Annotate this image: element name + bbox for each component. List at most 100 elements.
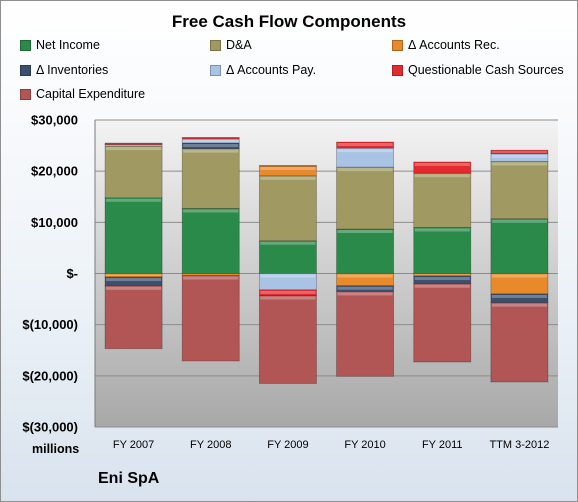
- legend-label: Questionable Cash Sources: [408, 63, 564, 77]
- bar-highlight: [183, 209, 239, 213]
- bar-segment: [104, 145, 163, 199]
- bar-segment: [413, 161, 472, 174]
- legend-swatch: [20, 88, 31, 100]
- legend-item-accounts-pay: Δ Accounts Pay.: [210, 63, 316, 77]
- legend-item-da: D&A: [210, 38, 252, 52]
- bar-segment: [336, 166, 395, 230]
- legend-item-questionable-cash: Questionable Cash Sources: [392, 63, 564, 77]
- legend-swatch: [20, 64, 31, 76]
- bar-segment: [490, 218, 549, 274]
- bar-highlight: [106, 274, 162, 277]
- bar-highlight: [337, 229, 393, 233]
- x-tick-label: FY 2007: [113, 439, 154, 451]
- bar-highlight: [337, 149, 393, 153]
- bar-segment: [104, 142, 163, 145]
- bar-segment: [104, 197, 163, 274]
- legend-item-capex: Capital Expenditure: [20, 87, 145, 101]
- legend-item-accounts-rec: Δ Accounts Rec.: [392, 38, 500, 52]
- bar-segment: [490, 302, 549, 383]
- bar-highlight: [491, 162, 547, 166]
- legend-swatch: [210, 64, 221, 76]
- bar-highlight: [260, 176, 316, 180]
- bar-highlight: [260, 241, 316, 245]
- bar-segment: [258, 165, 317, 167]
- bar-highlight: [106, 147, 162, 151]
- bar-highlight: [183, 149, 239, 153]
- bar-highlight: [414, 284, 470, 288]
- bar-highlight: [260, 167, 316, 171]
- x-tick-label: FY 2008: [190, 439, 231, 451]
- bar-segment: [413, 227, 472, 274]
- legend-swatch: [20, 39, 31, 51]
- bar-segment: [490, 161, 549, 220]
- bar-highlight: [106, 286, 162, 290]
- bar-highlight: [106, 278, 162, 282]
- bar-highlight: [183, 139, 239, 143]
- bar-highlight: [337, 168, 393, 172]
- bar-segment: [413, 283, 472, 363]
- bar-highlight: [260, 296, 316, 300]
- y-tick-label: $30,000: [31, 113, 78, 128]
- y-tick-label: $10,000: [31, 215, 78, 230]
- legend-label: Δ Accounts Pay.: [226, 63, 317, 77]
- bar-highlight: [491, 274, 547, 278]
- bar-segment: [258, 289, 317, 296]
- bar-highlight: [337, 292, 393, 296]
- legend-item-net-income: Net Income: [20, 38, 100, 52]
- y-tick-label: $(20,000): [22, 368, 78, 383]
- bar-segment: [258, 295, 317, 384]
- bar-segment: [413, 275, 472, 285]
- legend-swatch: [392, 39, 403, 51]
- company-name: Eni SpA: [98, 470, 160, 487]
- bar-segment: [336, 141, 395, 149]
- bar-segment: [258, 175, 317, 242]
- y-tick-label: $-: [66, 266, 78, 281]
- bar-highlight: [337, 286, 393, 290]
- bar-highlight: [414, 277, 470, 281]
- y-tick-label: $(30,000): [22, 420, 78, 435]
- bar-highlight: [491, 294, 547, 298]
- x-tick-label: TTM 3-2012: [489, 439, 549, 451]
- x-tick-label: FY 2010: [344, 439, 385, 451]
- bar-segment: [336, 291, 395, 377]
- bar-highlight: [414, 162, 470, 166]
- bar-segment: [181, 208, 240, 274]
- bar-segment: [181, 275, 240, 362]
- bar-highlight: [491, 151, 547, 153]
- bar-highlight: [106, 198, 162, 202]
- bar-highlight: [337, 143, 393, 147]
- bar-segment: [181, 136, 240, 140]
- bar-highlight: [183, 144, 239, 148]
- y-tick-label: $(10,000): [22, 317, 78, 332]
- legend-label: Δ Inventories: [36, 63, 109, 77]
- bar-segment: [258, 240, 317, 274]
- bar-highlight: [414, 274, 470, 276]
- bar-segment: [413, 172, 472, 228]
- bar-highlight: [414, 174, 470, 178]
- chart-title: Free Cash Flow Components: [171, 12, 407, 31]
- legend-item-inventories: Δ Inventories: [20, 63, 108, 77]
- bar-highlight: [183, 276, 239, 280]
- bar-highlight: [260, 274, 316, 278]
- bar-highlight: [491, 219, 547, 223]
- legend-label: Δ Accounts Rec.: [408, 38, 500, 52]
- y-tick-label: $20,000: [31, 164, 78, 179]
- x-tick-label: FY 2011: [422, 439, 463, 451]
- bar-highlight: [491, 303, 547, 307]
- bar-highlight: [414, 228, 470, 232]
- bar-segment: [104, 285, 163, 350]
- legend-label: D&A: [226, 38, 252, 52]
- legend-swatch: [392, 64, 403, 76]
- units-label: millions: [32, 442, 80, 456]
- bar-segment: [181, 148, 240, 209]
- legend-label: Capital Expenditure: [36, 87, 146, 101]
- bar-segment: [336, 228, 395, 274]
- bar-highlight: [337, 274, 393, 278]
- chart-legend: Net Income D&A Δ Accounts Rec. Δ Invento…: [20, 36, 570, 106]
- bar-highlight: [491, 154, 547, 158]
- bar-segment: [490, 149, 549, 155]
- legend-label: Net Income: [36, 38, 100, 52]
- legend-swatch: [210, 39, 221, 51]
- bar-highlight: [260, 290, 316, 294]
